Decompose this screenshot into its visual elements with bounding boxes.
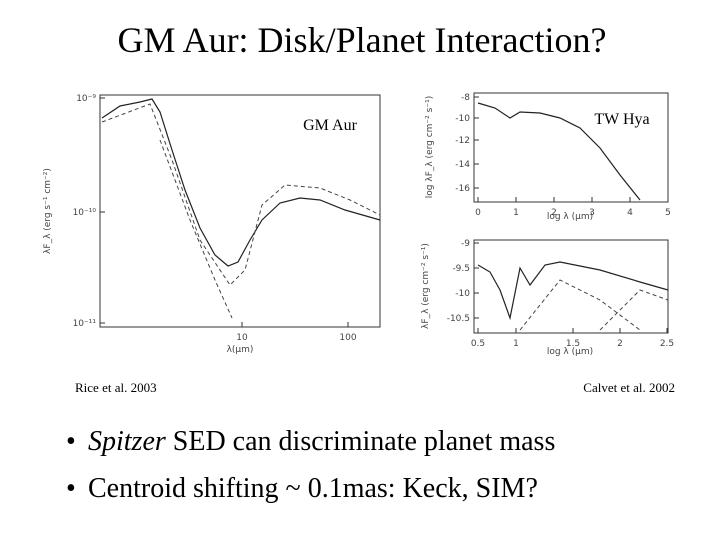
y-axis-label: λF_λ (erg s⁻¹ cm⁻²) [43, 168, 53, 254]
y-axis-label: log λF_λ (erg cm⁻² s⁻¹) [425, 96, 435, 198]
x-tick-label: 0.5 [471, 339, 485, 349]
x-tick-label: 4 [627, 208, 633, 218]
model-curve [477, 102, 641, 201]
y-tick-label: -16 [455, 184, 470, 194]
x-tick-label: 2 [617, 339, 623, 349]
x-axis-label: λ(μm) [227, 345, 254, 355]
plot-label: GM Aur [303, 117, 357, 134]
y-tick-label: -9.5 [452, 264, 470, 274]
plot-label: TW Hya [594, 111, 649, 128]
bullet-italic: Spitzer [88, 426, 166, 457]
model-curve [477, 261, 669, 321]
y-tick-label: -10 [455, 289, 470, 299]
y-tick-label: -10 [455, 114, 470, 124]
plot-frame [99, 94, 381, 328]
x-axis-label: log λ (μm) [547, 347, 593, 357]
y-tick-label: -10.5 [447, 314, 470, 324]
y-tick-label: 10⁻¹⁰ [73, 208, 97, 218]
x-tick-label: 3 [589, 208, 595, 218]
plot-frame [473, 239, 669, 334]
x-tick-label: 100 [339, 333, 356, 343]
bullet: Spitzer SED can discriminate planet mass [88, 426, 555, 457]
model-curve [101, 98, 381, 267]
bullet-text: Centroid shifting ~ 0.1mas: Keck, SIM? [88, 473, 538, 504]
model-curve [101, 103, 381, 286]
y-tick-label: -9 [461, 239, 470, 249]
bullet-marker: • [66, 426, 76, 457]
stellar-curve [159, 139, 233, 319]
x-tick-label: 2 [551, 208, 557, 218]
bullet-text: SED can discriminate planet mass [173, 426, 556, 457]
x-tick-label: 1.5 [566, 339, 580, 349]
caption: Calvet et al. 2002 [583, 380, 675, 395]
caption: Rice et al. 2003 [75, 380, 157, 395]
x-axis-label: log λ (μm) [547, 212, 593, 222]
x-tick-label: 10 [236, 333, 248, 343]
y-tick-label: 10⁻¹¹ [73, 319, 97, 329]
y-tick-label: -14 [455, 160, 470, 170]
x-tick-label: 5 [665, 208, 671, 218]
x-tick-label: 2.5 [660, 339, 674, 349]
y-axis-label: λF_λ (erg cm⁻² s⁻¹) [421, 243, 431, 329]
bullet-marker: • [66, 473, 76, 504]
x-tick-label: 1 [513, 208, 519, 218]
x-tick-label: 0 [475, 208, 481, 218]
y-tick-label: -8 [461, 93, 470, 103]
component-curve [519, 279, 669, 331]
y-tick-label: 10⁻⁹ [76, 94, 96, 104]
slide-title: GM Aur: Disk/Planet Interaction? [118, 20, 607, 60]
y-tick-label: -12 [455, 136, 470, 146]
plot-frame [473, 92, 669, 203]
x-tick-label: 1 [513, 339, 519, 349]
